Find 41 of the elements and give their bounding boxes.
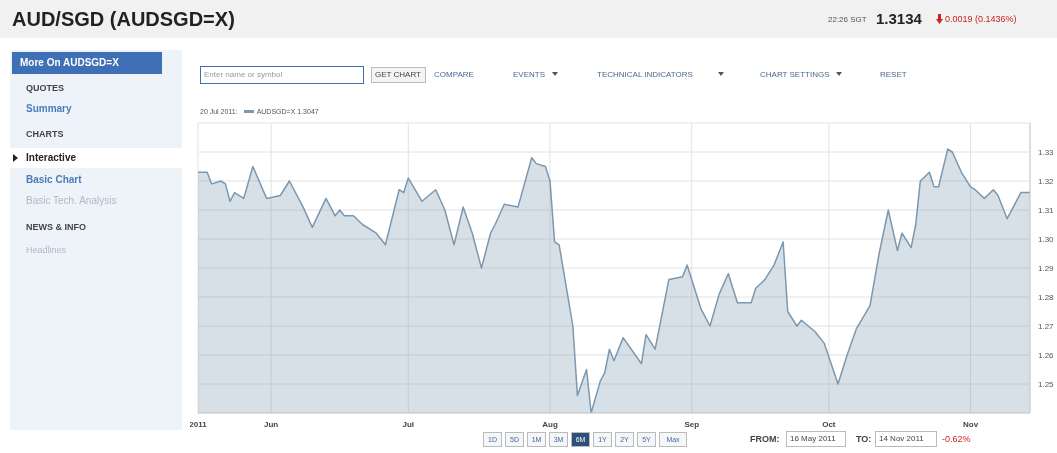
text: NEWS & INFO: [26, 222, 86, 232]
text: Enter name or symbol: [204, 70, 283, 79]
x-tick-label: Jul: [402, 419, 415, 429]
x-tick-label: Sep: [684, 419, 700, 429]
x-tick-label: 2011: [189, 419, 208, 429]
text: Summary: [26, 103, 72, 114]
text: COMPARE: [434, 70, 474, 79]
text: TO:: [856, 434, 872, 444]
text: GET CHART: [375, 70, 421, 79]
text: Interactive: [26, 152, 77, 163]
y-tick-label: 1.28: [1038, 292, 1055, 302]
text: Basic Chart: [26, 174, 82, 185]
y-tick-label: 1.30: [1038, 234, 1055, 244]
text: QUOTES: [26, 83, 65, 93]
text: -0.62%: [942, 434, 971, 444]
text: Basic Tech. Analysis: [26, 195, 117, 206]
text: CHARTS: [26, 129, 64, 139]
y-tick-label: 1.29: [1038, 263, 1055, 273]
x-tick-label: Oct: [822, 419, 836, 429]
y-tick-label: 1.31: [1038, 205, 1055, 215]
text: TECHNICAL INDICATORS: [597, 70, 693, 79]
text: 22:26 SGT: [828, 15, 867, 24]
text: Headlines: [26, 245, 67, 255]
text: CHART SETTINGS: [760, 70, 830, 79]
text: RESET: [880, 70, 907, 79]
text: 1.3134: [876, 10, 922, 27]
y-tick-label: 1.25: [1038, 379, 1055, 389]
text: 14 Nov 2011: [875, 431, 937, 447]
y-tick-label: 1.33: [1038, 147, 1055, 157]
x-tick-label: Nov: [963, 419, 979, 429]
text: More On AUDSGD=X: [20, 57, 119, 68]
x-tick-label: Aug: [542, 419, 558, 429]
text: EVENTS: [513, 70, 546, 79]
y-tick-label: 1.32: [1038, 176, 1055, 186]
text: 16 May 2011: [786, 431, 846, 447]
text: 0.0019 (0.1436%): [945, 14, 1017, 24]
x-tick-label: Jun: [264, 419, 279, 429]
y-tick-label: 1.26: [1038, 350, 1055, 360]
text: FROM:: [750, 434, 780, 444]
y-tick-label: 1.27: [1038, 321, 1055, 331]
chart-title: AUD/SGD (AUDSGD=X): [12, 8, 235, 31]
